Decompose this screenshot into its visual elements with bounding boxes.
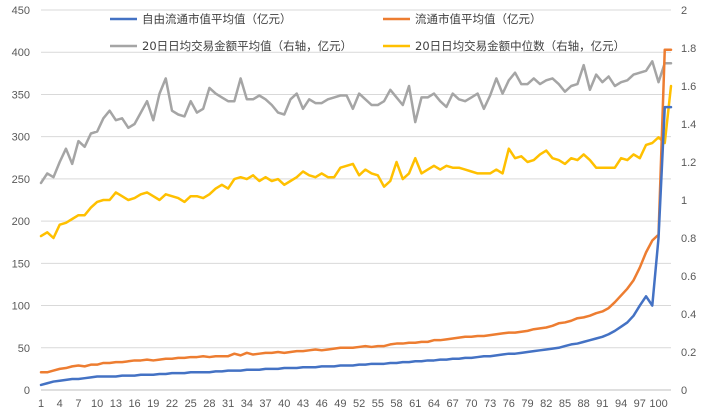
left-tick-label: 450 <box>12 5 30 17</box>
gridlines <box>41 9 671 391</box>
x-tick-label: 16 <box>128 398 140 410</box>
x-tick-label: 97 <box>634 398 646 410</box>
x-tick-label: 7 <box>75 398 81 410</box>
right-tick-label: 1.2 <box>681 157 696 169</box>
left-tick-label: 400 <box>12 47 30 59</box>
left-tick-label: 300 <box>12 132 30 144</box>
legend-label-float-mean: 流通市值平均值（亿元） <box>415 12 542 26</box>
x-tick-label: 46 <box>316 398 328 410</box>
x-tick-label: 22 <box>166 398 178 410</box>
left-tick-label: 350 <box>12 89 30 101</box>
left-tick-label: 50 <box>18 343 30 355</box>
left-tick-label: 250 <box>12 174 30 186</box>
legend-label-turnover-median: 20日日均交易金额中位数（右轴，亿元） <box>415 39 625 53</box>
x-axis-ticks: 1 4 7 10 13 16 19 22 25 28 31 34 37 40 43 46 49 52 55 58 61 6… <box>38 398 668 410</box>
x-tick-label: 88 <box>578 398 590 410</box>
series-free-float-mean <box>39 105 673 387</box>
right-axis-ticks: 0 0.2 0.4 0.6 0.8 1 1.2 1.4 1.6 1.8 2 <box>681 5 696 397</box>
x-tick-label: 43 <box>297 398 309 410</box>
x-tick-label: 55 <box>372 398 384 410</box>
right-tick-label: 2 <box>681 5 687 17</box>
x-tick-label: 67 <box>447 398 459 410</box>
legend-label-turnover-mean: 20日日均交易金额平均值（右轴，亿元） <box>142 39 352 53</box>
x-tick-label: 100 <box>649 398 667 410</box>
x-tick-label: 61 <box>409 398 421 410</box>
legend-label-free-float-mean: 自由流通市值平均值（亿元） <box>142 12 292 26</box>
series-turnover-median <box>39 84 673 240</box>
legend-item-float-mean: 流通市值平均值（亿元） <box>383 12 542 26</box>
x-tick-label: 1 <box>38 398 44 410</box>
x-tick-label: 19 <box>147 398 159 410</box>
right-tick-label: 0 <box>681 385 687 397</box>
series-lines <box>39 48 673 387</box>
legend-item-turnover-mean: 20日日均交易金额平均值（右轴，亿元） <box>110 39 352 53</box>
legend-item-free-float-mean: 自由流通市值平均值（亿元） <box>110 12 292 26</box>
series-float-mean <box>39 48 673 374</box>
right-tick-label: 0.8 <box>681 233 696 245</box>
legend-item-turnover-median: 20日日均交易金额中位数（右轴，亿元） <box>383 39 625 53</box>
right-tick-label: 1.8 <box>681 43 696 55</box>
x-tick-label: 82 <box>540 398 552 410</box>
x-tick-label: 64 <box>428 398 440 410</box>
left-axis-ticks: 0 50 100 150 200 250 300 350 400 450 <box>12 5 30 397</box>
right-tick-label: 0.4 <box>681 309 696 321</box>
right-tick-label: 0.6 <box>681 271 696 283</box>
x-tick-label: 34 <box>241 398 253 410</box>
legend: 自由流通市值平均值（亿元） 流通市值平均值（亿元） 20日日均交易金额平均值（右… <box>110 12 625 53</box>
x-tick-label: 91 <box>596 398 608 410</box>
x-tick-label: 49 <box>334 398 346 410</box>
left-tick-label: 100 <box>12 301 30 313</box>
x-tick-label: 25 <box>185 398 197 410</box>
x-tick-label: 52 <box>353 398 365 410</box>
x-tick-label: 31 <box>222 398 234 410</box>
x-tick-label: 79 <box>521 398 533 410</box>
left-tick-label: 200 <box>12 216 30 228</box>
x-tick-label: 85 <box>559 398 571 410</box>
x-tick-label: 58 <box>390 398 402 410</box>
left-tick-label: 150 <box>12 258 30 270</box>
right-tick-label: 1.6 <box>681 81 696 93</box>
x-tick-label: 10 <box>91 398 103 410</box>
right-tick-label: 0.2 <box>681 347 696 359</box>
x-tick-label: 37 <box>259 398 271 410</box>
left-tick-label: 0 <box>24 385 30 397</box>
x-tick-label: 40 <box>278 398 290 410</box>
x-tick-label: 28 <box>203 398 215 410</box>
x-tick-label: 70 <box>465 398 477 410</box>
x-tick-label: 13 <box>110 398 122 410</box>
x-tick-label: 76 <box>503 398 515 410</box>
right-tick-label: 1 <box>681 195 687 207</box>
x-tick-label: 73 <box>484 398 496 410</box>
x-tick-label: 94 <box>615 398 627 410</box>
series-turnover-mean <box>39 60 673 185</box>
right-tick-label: 1.4 <box>681 119 696 131</box>
x-tick-label: 4 <box>57 398 63 410</box>
